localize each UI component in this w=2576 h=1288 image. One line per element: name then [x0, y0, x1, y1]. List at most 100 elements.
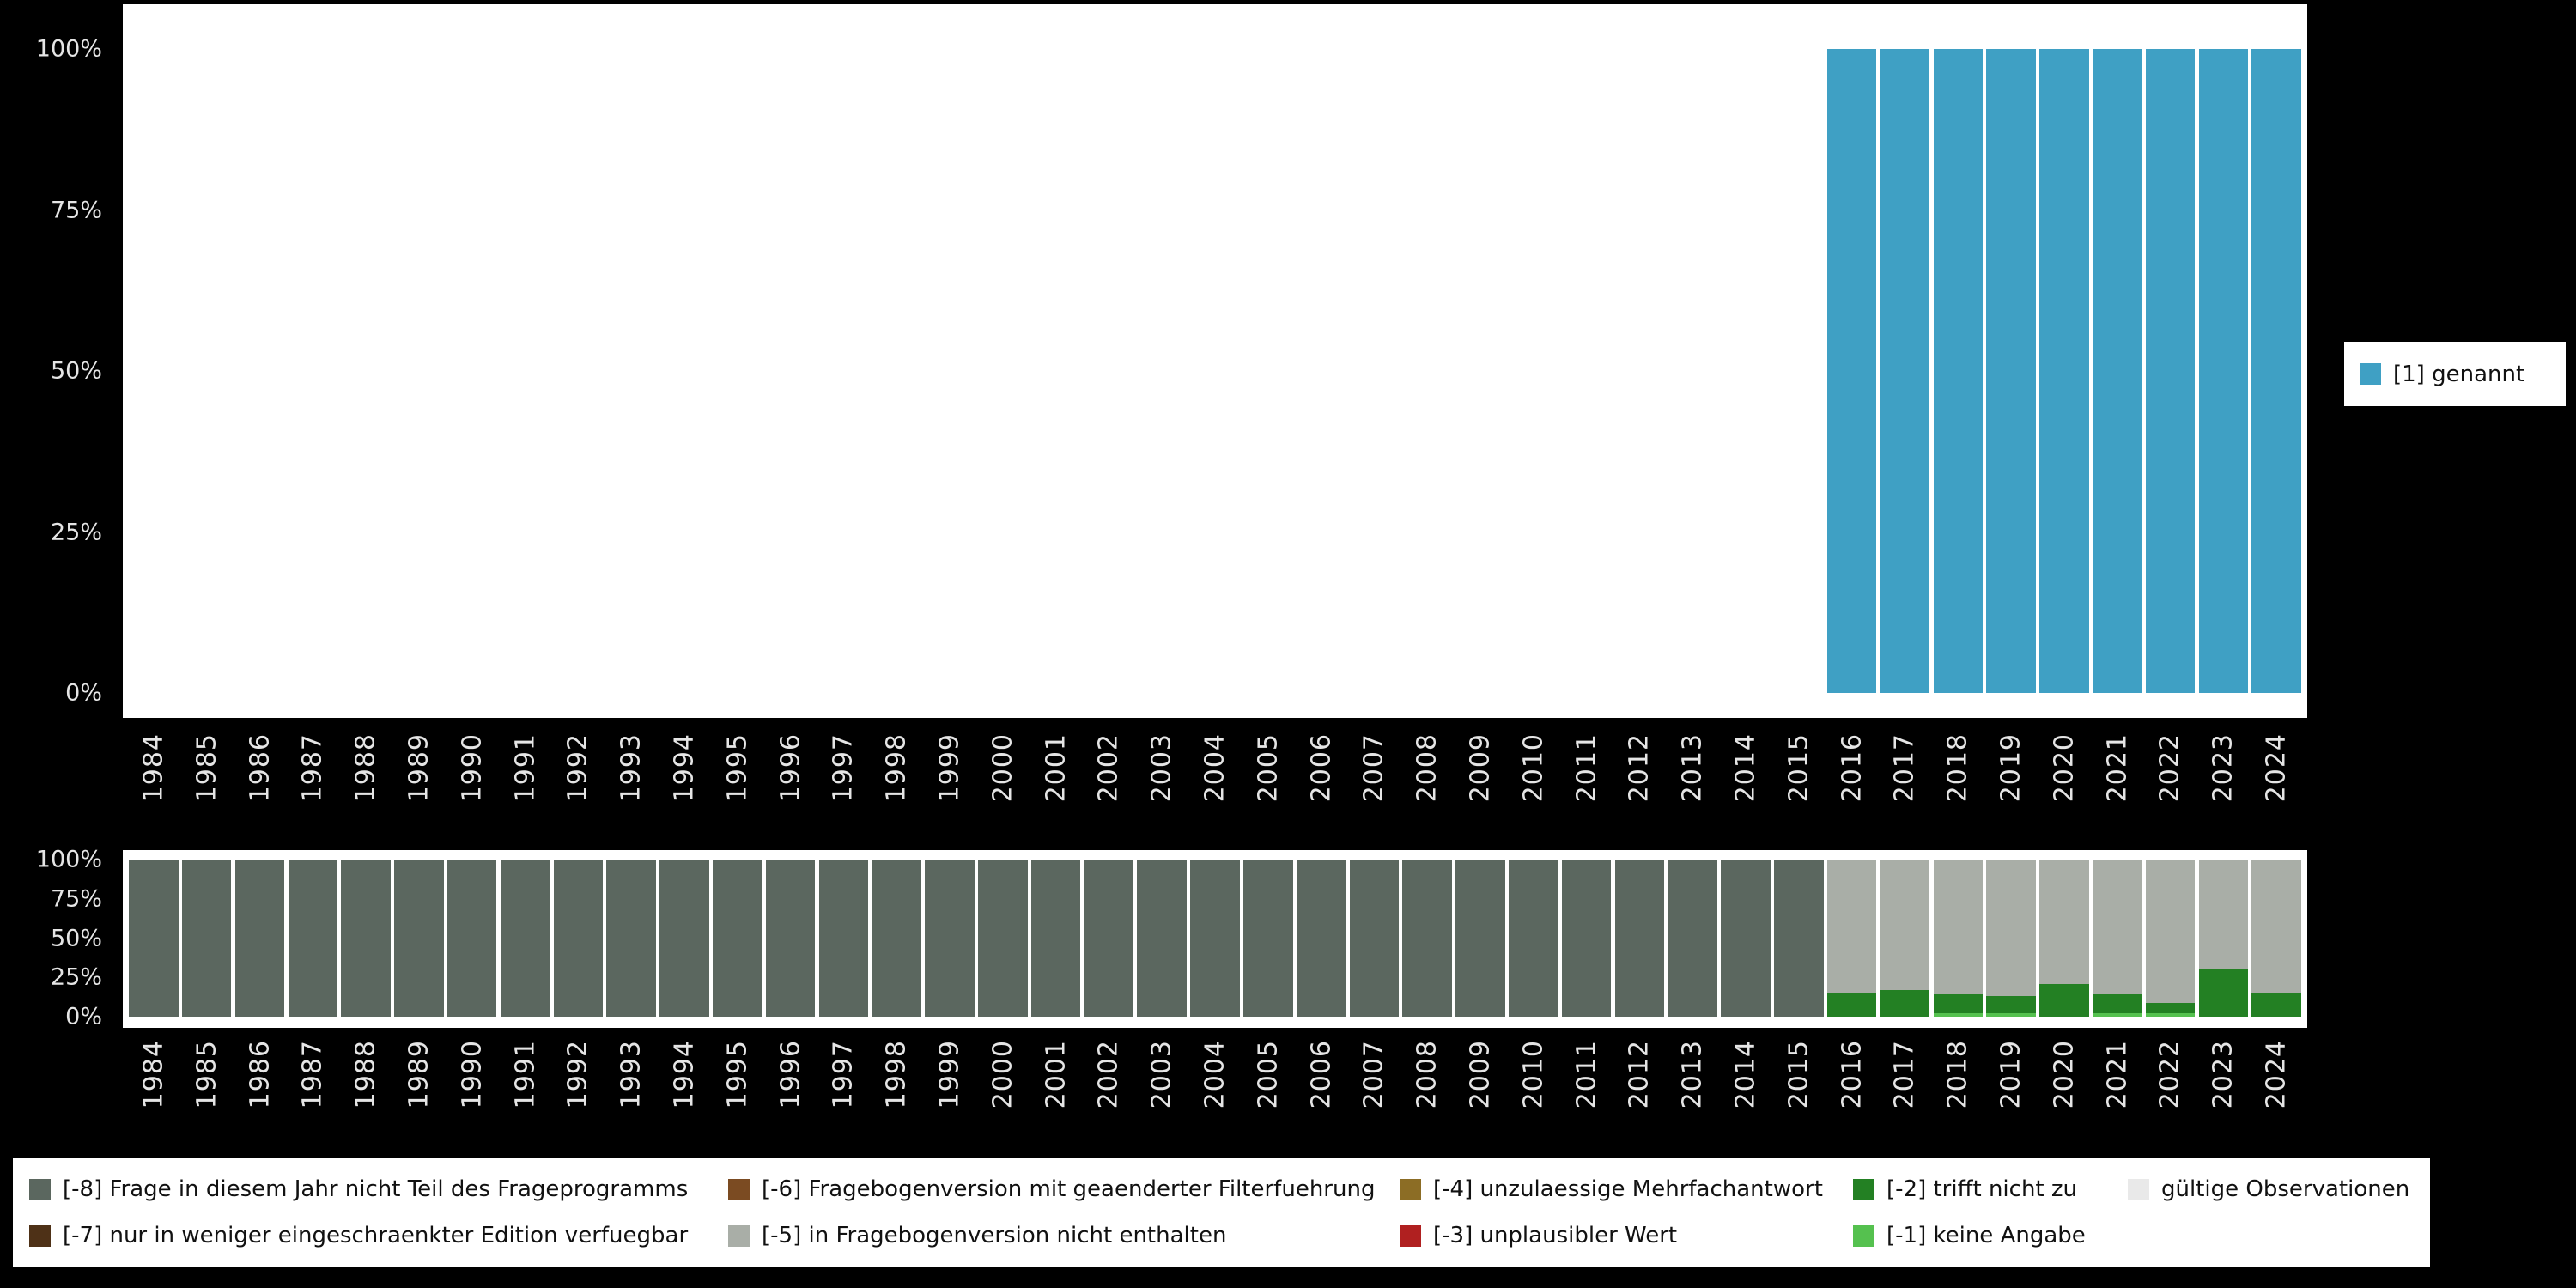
bar-segment-2024 [2251, 993, 2301, 1017]
x-axis-label-1987: 1987 [297, 1040, 328, 1109]
bar-segment-2023 [2198, 969, 2249, 1017]
x-axis-label-2015: 2015 [1783, 1040, 1814, 1109]
x-axis-label-1992: 1992 [562, 1040, 593, 1109]
legend-item: gültige Observationen [2128, 1176, 2409, 1202]
x-axis-label-2007: 2007 [1358, 733, 1389, 803]
legend-label: [-5] in Fragebogenversion nicht enthalte… [762, 1223, 1227, 1249]
x-axis-label-1992: 1992 [562, 733, 593, 803]
bar-segment-2016 [1826, 860, 1877, 993]
x-axis-label-1985: 1985 [191, 1040, 222, 1109]
x-axis-label-2004: 2004 [1200, 733, 1230, 803]
bar-segment-2008 [1402, 860, 1452, 1017]
x-axis-label-1988: 1988 [350, 1040, 381, 1109]
x-axis-label-1993: 1993 [616, 1040, 647, 1109]
bar-segment-2011 [1561, 860, 1612, 1017]
y-axis-tick-50%: 50% [50, 357, 102, 385]
x-axis-label-2013: 2013 [1677, 733, 1708, 803]
legend-swatch-genannt [2360, 363, 2381, 385]
top-y-axis-ticks: 100% 75% 50% 25% 0% [0, 0, 114, 1288]
bar-segment-1997 [818, 860, 869, 1017]
legend-label: [-7] nur in weniger eingeschraenkter Edi… [63, 1223, 689, 1249]
bar-segment-2020 [2039, 983, 2089, 1017]
x-axis-label-1988: 1988 [350, 733, 381, 803]
legend-swatch [29, 1178, 51, 1200]
bar-segment-2002 [1084, 860, 1134, 1017]
x-axis-label-2018: 2018 [1942, 733, 1973, 803]
bar-segment-2018 [1933, 994, 1983, 1014]
x-axis-label-2012: 2012 [1624, 1040, 1655, 1109]
x-axis-label-2022: 2022 [2154, 1040, 2185, 1109]
legend-swatch [1400, 1178, 1421, 1200]
x-axis-label-2011: 2011 [1571, 733, 1602, 803]
bar-segment-1984 [129, 860, 179, 1017]
legend-swatch [1400, 1224, 1421, 1247]
x-axis-label-1998: 1998 [881, 733, 912, 803]
bar-segment-2017 [1880, 49, 1930, 693]
x-axis-label-2008: 2008 [1412, 733, 1443, 803]
bar-segment-2001 [1030, 860, 1081, 1017]
bar-segment-2018 [1933, 860, 1983, 995]
x-axis-label-2022: 2022 [2154, 733, 2185, 803]
bar-segment-1990 [447, 860, 497, 1017]
bar-segment-2018 [1933, 49, 1983, 693]
legend-swatch [2128, 1178, 2149, 1200]
x-axis-label-2010: 2010 [1518, 733, 1549, 803]
x-axis-label-2014: 2014 [1730, 1040, 1761, 1109]
x-axis-label-1993: 1993 [616, 733, 647, 803]
legend-item: [-7] nur in weniger eingeschraenkter Edi… [29, 1223, 688, 1249]
x-axis-label-1987: 1987 [297, 733, 328, 803]
y-axis-tick-50%: 50% [50, 925, 102, 951]
bar-segment-2012 [1614, 860, 1665, 1017]
x-axis-label-1995: 1995 [722, 733, 753, 803]
bar-segment-2016 [1826, 993, 1877, 1017]
bar-segment-2024 [2251, 49, 2301, 693]
bar-segment-1994 [659, 860, 709, 1017]
bar-segment-2022 [2145, 1002, 2196, 1014]
bar-segment-2006 [1296, 860, 1346, 1017]
x-axis-label-1994: 1994 [669, 733, 700, 803]
bar-segment-1998 [872, 860, 921, 1017]
bar-segment-2010 [1509, 860, 1558, 1017]
legend-item: [-5] in Fragebogenversion nicht enthalte… [728, 1223, 1226, 1249]
legend-item: [-2] trifft nicht zu [1853, 1176, 2077, 1202]
x-axis-label-1985: 1985 [191, 733, 222, 803]
x-axis-label-2012: 2012 [1624, 733, 1655, 803]
bar-segment-2024 [2251, 860, 2301, 993]
x-axis-label-2006: 2006 [1306, 1040, 1337, 1109]
bar-segment-2013 [1668, 860, 1717, 1017]
x-axis-label-1990: 1990 [457, 1040, 488, 1109]
x-axis-label-2001: 2001 [1041, 1040, 1072, 1109]
bottom-plot-panel [123, 850, 2307, 1028]
x-axis-label-1997: 1997 [828, 733, 859, 803]
bar-segment-2003 [1137, 860, 1187, 1017]
bar-segment-2000 [978, 860, 1028, 1017]
x-axis-label-1996: 1996 [775, 733, 806, 803]
x-axis-label-1996: 1996 [775, 1040, 806, 1109]
bar-segment-2017 [1880, 860, 1930, 990]
x-axis-label-2013: 2013 [1677, 1040, 1708, 1109]
x-axis-label-2023: 2023 [2208, 733, 2239, 803]
x-axis-label-2010: 2010 [1518, 1040, 1549, 1109]
bar-segment-1993 [606, 860, 656, 1017]
x-axis-label-2018: 2018 [1942, 1040, 1973, 1109]
x-axis-label-2011: 2011 [1571, 1040, 1602, 1109]
x-axis-label-1999: 1999 [934, 1040, 965, 1109]
x-axis-label-1989: 1989 [404, 1040, 434, 1109]
legend-label-genannt: [1] genannt [2393, 361, 2525, 387]
y-axis-tick-25%: 25% [50, 963, 102, 991]
legend-item: [-6] Fragebogenversion mit geaenderter F… [728, 1176, 1375, 1202]
x-axis-label-2001: 2001 [1041, 733, 1072, 803]
legend-item: [-4] unzulaessige Mehrfachantwort [1400, 1176, 1823, 1202]
x-axis-label-2024: 2024 [2261, 733, 2292, 803]
x-axis-label-2014: 2014 [1730, 733, 1761, 803]
x-axis-label-2021: 2021 [2102, 1040, 2133, 1109]
y-axis-tick-25%: 25% [50, 519, 102, 545]
bar-segment-2019 [1986, 1013, 2036, 1017]
x-axis-label-1984: 1984 [138, 733, 169, 803]
bar-segment-2020 [2039, 860, 2089, 984]
legend-label: gültige Observationen [2161, 1176, 2410, 1202]
legend-label: [-4] unzulaessige Mehrfachantwort [1433, 1176, 1823, 1202]
x-axis-label-1989: 1989 [404, 733, 434, 803]
x-axis-label-1990: 1990 [457, 733, 488, 803]
